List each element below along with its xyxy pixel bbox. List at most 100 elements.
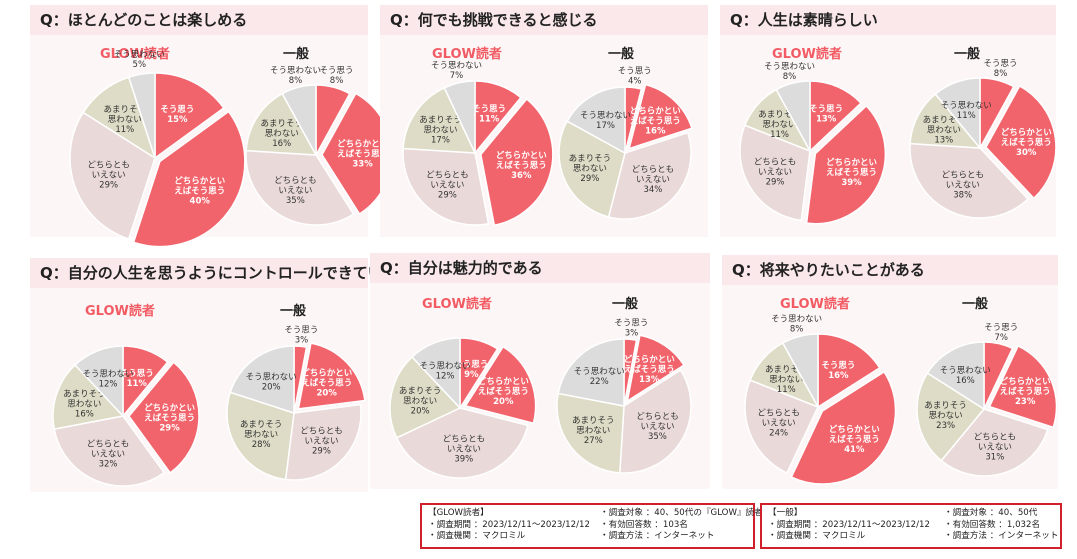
pie-slice-dochiratomo [53, 415, 166, 487]
pie-slice-soomowanai [934, 77, 981, 151]
slice-label-soomou: そう思う 8% [984, 59, 1018, 79]
slice-label-dochiratomo: どちらともいえない 39% [443, 434, 486, 464]
pie-slice-dochiratomo [69, 111, 156, 240]
slice-label-dochiraka-soomou: どちらかといえばそう思う 33% [337, 139, 388, 170]
slice-label-soomou: そう思う 11% [472, 105, 506, 125]
pie-chart-ippan: そう思う 8% どちらかといえばそう思う 33% どちらともいえない 35% あまりそう思わ… [245, 66, 393, 226]
pie-slice-soomowanai [775, 80, 811, 152]
pie-slice-dochiraka-soomou [628, 83, 693, 150]
slice-label-amari-soomowanai: あまりそう思わない 11% [758, 110, 801, 140]
panel-title: Q：将来やりたいことがある [722, 255, 1058, 285]
slice-label-amari-soomowanai: あまりそう思わない 29% [569, 154, 612, 184]
slice-label-soomowanai: そう思わない 7% [431, 61, 482, 81]
slice-label-dochiratomo: どちらともいえない 29% [87, 161, 130, 191]
survey-note-ippan: 【一般】 ・調査期間 ：2023/12/11～2023/12/12 ・調査機関 … [760, 503, 1062, 549]
slice-label-amari-soomowanai: あまりそう思わない 17% [419, 116, 462, 146]
slice-label-dochiraka-soomou: どちらかといえばそう思う 23% [1000, 376, 1051, 407]
slice-label-dochiratomo: どちらともいえない 29% [300, 426, 343, 456]
slice-label-dochiraka-soomou: どちらかといえばそう思う 39% [826, 157, 877, 188]
pie-slice-dochiraka-soomou [297, 342, 366, 410]
slice-label-dochiratomo: どちらともいえない 35% [636, 412, 679, 442]
pie-slice-dochiratomo [739, 124, 811, 222]
slice-label-soomowanai: そう思わない 12% [83, 369, 134, 389]
slice-label-amari-soomowanai: あまりそう思わない 27% [572, 416, 615, 446]
pie-slice-amari-soomowanai [909, 93, 982, 149]
pie-chart-ippan: そう思う 3% どちらかといえばそう思う 20% どちらともいえない 29% あまりそう思わ… [226, 325, 366, 481]
slice-label-soomou: そう思う 9% [454, 360, 488, 380]
slice-label-soomou: そう思う 16% [821, 361, 855, 381]
slice-label-soomowanai: そう思わない 16% [940, 366, 991, 386]
slice-label-soomowanai: そう思わない 17% [580, 111, 631, 131]
note-org: ・調査機関 ：マクロミル [428, 531, 526, 541]
slice-label-soomowanai: そう思わない 8% [764, 62, 815, 82]
pie-chart-glow: そう思う 11% どちらかといえばそう思う 29% どちらともいえない 32% あまりそう思… [52, 345, 200, 487]
note-target: ・調査対象 ：40、50代の『GLOW』読者 [600, 508, 763, 518]
pie-slice-amari-soomowanai [389, 355, 462, 439]
glow-heading: GLOW読者 [100, 47, 170, 62]
survey-note-glow: 【GLOW読者】 ・調査期間 ：2023/12/11～2023/12/12 ・調… [420, 503, 763, 549]
slice-label-soomowanai: そう思わない 20% [246, 373, 297, 393]
note-target: ・調査対象 ：40、50代 [944, 508, 1038, 518]
pie-slice-amari-soomowanai [558, 120, 626, 218]
slice-label-dochiratomo: どちらともいえない 31% [974, 432, 1017, 462]
slice-label-dochiratomo: どちらともいえない 32% [87, 440, 130, 470]
note-title: 【GLOW読者】 [428, 508, 489, 518]
slice-label-soomowanai: そう思わない 12% [420, 361, 471, 381]
pie-slice-dochiratomo [284, 403, 362, 481]
slice-label-dochiraka-soomou: どちらかといえばそう思う 20% [301, 367, 352, 398]
slice-label-amari-soomowanai: あまりそう思わない 16% [63, 389, 106, 419]
pie-slice-amari-soomowanai [226, 391, 295, 481]
slice-label-dochiratomo: どちらともいえない 35% [274, 176, 317, 206]
pie-slice-dochiraka-soomou [626, 334, 685, 403]
slice-label-dochiratomo: どちらともいえない 38% [941, 171, 984, 201]
note-period: ・調査期間 ：2023/12/11～2023/12/12 [768, 519, 930, 530]
pie-slice-amari-soomowanai [556, 392, 625, 474]
slice-label-amari-soomowanai: あまりそう思わない 11% [765, 365, 808, 395]
ippan-heading: 一般 [608, 47, 635, 62]
panel-5: Q：自分は魅力的である GLOW読者 一般 そう思う 9% どちらかといえばそう思う… [370, 253, 710, 489]
ippan-heading: 一般 [954, 47, 981, 62]
pie-chart-ippan: そう思う 4% どちらかといえばそう思う 16% どちらともいえない 34% あまりそう思わ… [558, 67, 693, 220]
glow-heading: GLOW読者 [772, 47, 842, 62]
glow-heading: GLOW読者 [85, 304, 155, 319]
ippan-heading: 一般 [962, 297, 989, 312]
slice-label-amari-soomowanai: あまりそう思わない 20% [399, 386, 442, 416]
panel-6: Q：将来やりたいことがある GLOW読者 一般 そう思う 16% どちらかといえばそ… [722, 255, 1058, 489]
note-title: 【一般】 [768, 508, 803, 518]
slice-label-soomou: そう思う 11% [120, 369, 154, 389]
note-responses: ・有効回答数 ：1,032名 [944, 519, 1041, 530]
pie-chart-ippan: そう思う 8% どちらかといえばそう思う 30% どちらともいえない 38% あまりそう思わ… [909, 59, 1057, 219]
pie-slice-dochiratomo [618, 369, 692, 474]
pie-slice-soomowanai [781, 333, 819, 408]
pie-slice-dochiratomo [940, 408, 1049, 477]
slice-label-dochiraka-soomou: どちらかといえばそう思う 20% [478, 376, 529, 407]
slice-label-dochiraka-soomou: どちらかといえばそう思う 30% [1001, 127, 1052, 158]
pie-slice-dochiraka-soomou [805, 104, 887, 225]
slice-label-soomowanai: そう思わない 8% [270, 66, 321, 86]
slice-label-dochiraka-soomou: どちらかといえばそう思う 36% [496, 150, 547, 181]
slice-label-soomou: そう思う 7% [984, 323, 1018, 343]
note-responses: ・有効回答数 ：103名 [600, 519, 688, 530]
pie-slice-soomowanai [566, 86, 626, 155]
pie-slice-soomowanai [229, 345, 295, 415]
pie-slice-amari-soomowanai [52, 363, 125, 430]
pie-slice-dochiraka-soomou [464, 345, 537, 425]
slice-label-dochiraka-soomou: どちらかといえばそう思う 13% [624, 354, 675, 385]
pie-slice-dochiraka-soomou [132, 110, 246, 248]
pie-slice-soomowanai [926, 341, 985, 411]
pie-slice-soomowanai [127, 72, 156, 159]
glow-heading: GLOW読者 [422, 297, 492, 312]
pie-chart-glow: そう思う 11% どちらかといえばそう思う 36% どちらともいえない 29% あまりそう思… [402, 61, 554, 227]
panel-3: Q：人生は素晴らしい GLOW読者 一般 そう思う 13% どちらかといえばそう思う… [720, 5, 1057, 237]
slice-label-soomou: そう思う 15% [160, 105, 194, 125]
slice-label-soomowanai: そう思わない 11% [941, 101, 992, 121]
glow-heading: GLOW読者 [432, 47, 502, 62]
pie-slice-dochiratomo [909, 142, 1029, 219]
slice-label-soomou: そう思う 8% [320, 66, 354, 86]
slice-label-soomou: そう思う 13% [809, 105, 843, 125]
slice-label-amari-soomowanai: あまりそう思わない 11% [104, 105, 147, 135]
pie-slice-dochiraka-soomou [790, 370, 897, 485]
pie-slice-dochiratomo [402, 147, 490, 226]
slice-label-soomowanai: そう思わない 22% [574, 367, 625, 387]
pie-chart-glow: そう思う 13% どちらかといえばそう思う 39% どちらともいえない 29% あまりそう思… [739, 62, 887, 225]
